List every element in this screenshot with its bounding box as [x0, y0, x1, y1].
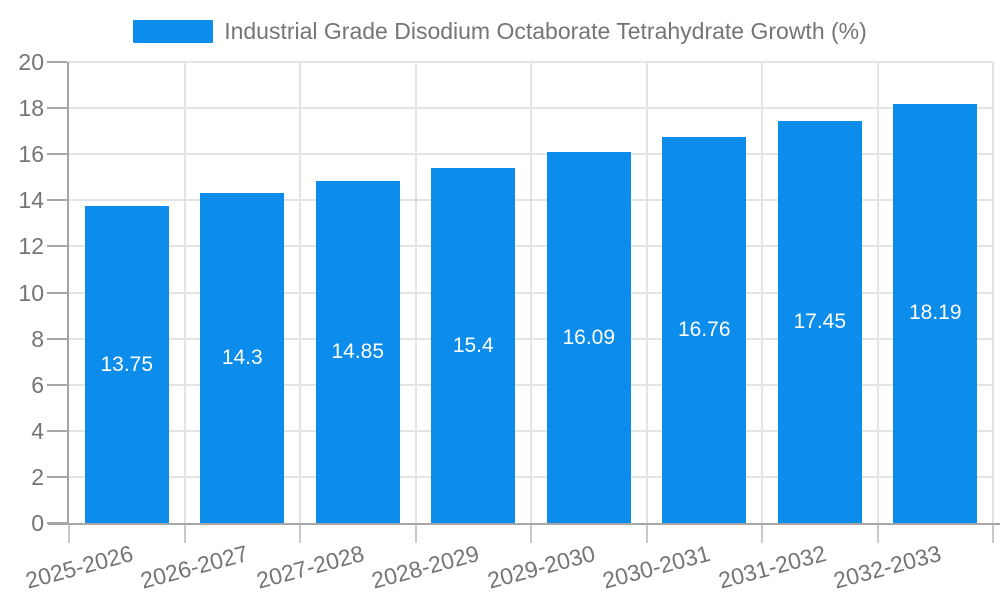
y-axis-tick [47, 337, 67, 340]
x-axis-line [48, 523, 1000, 525]
x-axis-tick [183, 525, 186, 543]
bar-value-label: 17.45 [793, 309, 847, 333]
x-axis-tick [299, 525, 301, 543]
x-axis-tick [876, 525, 879, 543]
x-axis-tick [530, 525, 532, 543]
y-axis-label: 20 [18, 49, 44, 75]
y-axis-tick [47, 291, 67, 294]
gridline-vertical [530, 62, 532, 523]
bar-value-label: 13.75 [100, 352, 154, 376]
bar: 16.76 [662, 136, 747, 523]
x-axis-tick [645, 525, 648, 543]
gridline-vertical [299, 62, 301, 523]
y-axis-tick [47, 153, 67, 156]
y-axis-label: 14 [18, 187, 44, 214]
x-axis-label: 2029-2030 [484, 540, 598, 594]
y-axis-label: 6 [31, 371, 44, 398]
y-axis-label: 16 [18, 141, 44, 168]
bar-value-label: 14.85 [331, 339, 385, 363]
y-axis-label: 0 [31, 510, 44, 536]
y-axis-label: 4 [31, 417, 44, 444]
y-axis-label: 18 [18, 95, 44, 122]
x-axis-label: 2027-2028 [253, 540, 367, 594]
bar: 17.45 [777, 120, 862, 523]
y-axis-label: 12 [18, 233, 44, 260]
y-axis-line [67, 62, 69, 525]
y-axis-tick [47, 522, 67, 524]
y-axis-tick [47, 383, 67, 386]
gridline-vertical [183, 62, 186, 523]
gridline-vertical [761, 62, 763, 523]
bar-value-label: 15.4 [452, 333, 494, 357]
bar-value-label: 14.3 [221, 346, 263, 370]
y-axis-tick [47, 61, 67, 63]
bar: 14.85 [315, 180, 400, 523]
y-axis-label: 10 [18, 279, 44, 306]
x-axis-label: 2032-2033 [830, 540, 944, 594]
bar: 15.4 [431, 168, 516, 523]
legend[interactable]: Industrial Grade Disodium Octaborate Tet… [0, 16, 1000, 46]
x-axis-label: 2031-2032 [715, 540, 829, 594]
x-axis-tick [992, 525, 994, 543]
gridline-vertical [414, 62, 417, 523]
legend-label: Industrial Grade Disodium Octaborate Tet… [224, 17, 867, 44]
x-axis-label: 2026-2027 [137, 540, 251, 594]
bar-value-label: 16.09 [562, 325, 616, 349]
bar: 16.09 [546, 152, 631, 523]
y-axis-tick [47, 245, 67, 248]
gridline-vertical [992, 62, 994, 523]
y-axis-label: 8 [31, 325, 44, 352]
bar-value-label: 18.19 [908, 301, 962, 325]
bar: 14.3 [200, 193, 285, 523]
x-axis-tick [414, 525, 417, 543]
x-axis-tick [68, 525, 70, 543]
bar-value-label: 16.76 [677, 317, 731, 341]
y-axis-tick [47, 199, 67, 202]
legend-swatch-icon [133, 19, 214, 43]
x-axis-label: 2025-2026 [22, 540, 136, 594]
gridline-vertical [645, 62, 648, 523]
y-axis-tick [47, 475, 67, 478]
y-axis-tick [47, 429, 67, 432]
x-axis-label: 2028-2029 [368, 540, 482, 594]
x-axis-label: 2030-2031 [599, 540, 713, 594]
bar: 13.75 [84, 206, 169, 523]
plot-area: 0 2 4 6 8 10 12 14 16 18 20 13.75 2025-2026 14.3 2026-… [18, 49, 1000, 594]
y-axis-label: 2 [31, 463, 44, 490]
y-axis-tick [47, 107, 67, 110]
gridline-vertical [876, 62, 879, 523]
x-axis-tick [761, 525, 763, 543]
bar: 18.19 [893, 103, 978, 523]
